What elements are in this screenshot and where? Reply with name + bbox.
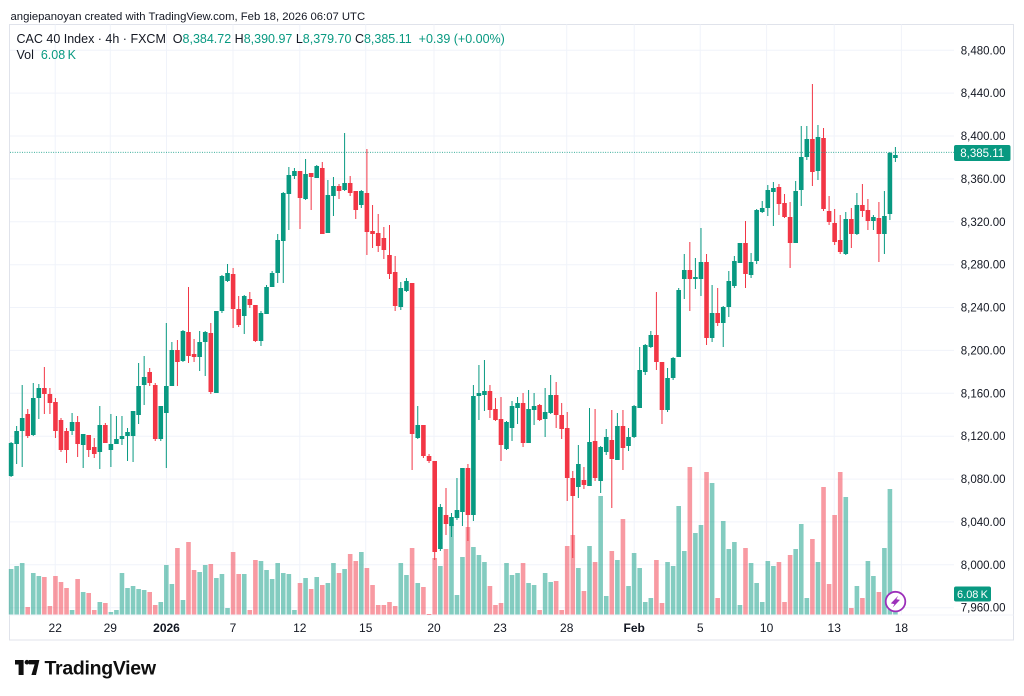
svg-text:Vol 6.08 K: Vol 6.08 K	[17, 48, 77, 62]
svg-text:8,240.00: 8,240.00	[961, 303, 1006, 315]
svg-text:6.08 K: 6.08 K	[957, 589, 989, 601]
svg-text:12: 12	[293, 621, 307, 635]
svg-text:8,400.00: 8,400.00	[961, 131, 1006, 143]
svg-text:8,320.00: 8,320.00	[961, 217, 1006, 229]
svg-text:8,000.00: 8,000.00	[961, 560, 1006, 572]
svg-text:8,200.00: 8,200.00	[961, 345, 1006, 357]
svg-text:15: 15	[359, 621, 373, 635]
svg-text:10: 10	[760, 621, 774, 635]
svg-text:angiepanoyan created with Trad: angiepanoyan created with TradingView.co…	[11, 11, 366, 23]
svg-text:8,440.00: 8,440.00	[961, 88, 1006, 100]
svg-text:2026: 2026	[153, 621, 180, 635]
svg-text:13: 13	[828, 621, 842, 635]
svg-text:8,120.00: 8,120.00	[961, 431, 1006, 443]
svg-text:22: 22	[49, 621, 63, 635]
svg-text:TradingView: TradingView	[45, 658, 157, 680]
svg-text:23: 23	[493, 621, 507, 635]
svg-text:18: 18	[895, 621, 909, 635]
svg-text:8,385.11: 8,385.11	[960, 148, 1004, 160]
svg-text:8,040.00: 8,040.00	[961, 517, 1006, 529]
svg-text:29: 29	[104, 621, 118, 635]
svg-text:7: 7	[230, 621, 237, 635]
svg-text:5: 5	[697, 621, 704, 635]
svg-text:7,960.00: 7,960.00	[961, 603, 1006, 615]
svg-text:8,480.00: 8,480.00	[961, 45, 1006, 57]
svg-text:20: 20	[427, 621, 441, 635]
svg-text:8,280.00: 8,280.00	[961, 260, 1006, 272]
svg-text:8,360.00: 8,360.00	[961, 174, 1006, 186]
svg-text:28: 28	[560, 621, 574, 635]
svg-text:Feb: Feb	[624, 621, 645, 635]
svg-text:CAC 40 Index · 4h · FXCM O8,3: CAC 40 Index · 4h · FXCM O8,384.72 H8,39…	[17, 32, 505, 46]
svg-text:8,160.00: 8,160.00	[961, 388, 1006, 400]
svg-text:8,080.00: 8,080.00	[961, 474, 1006, 486]
